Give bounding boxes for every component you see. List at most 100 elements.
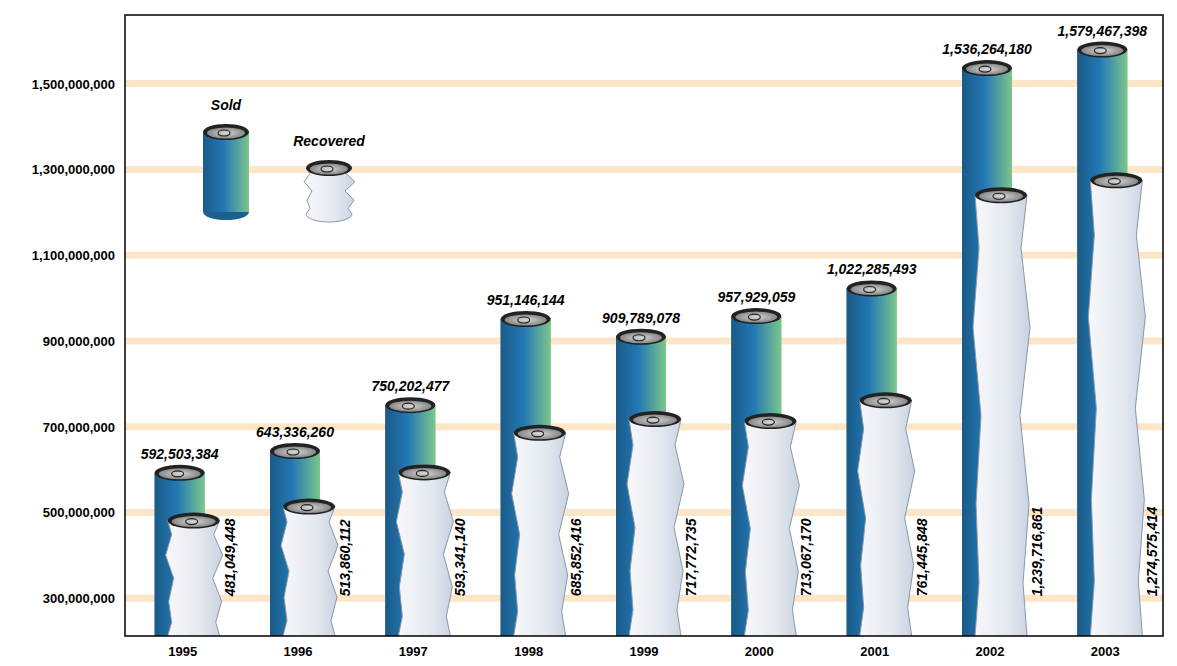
can-body: [304, 168, 355, 222]
x-tick-label: 1997: [399, 644, 428, 659]
can-rim: [501, 311, 551, 327]
bar-recovered: [858, 392, 915, 636]
can-rim: [744, 413, 796, 429]
bar-recovered: [742, 413, 799, 636]
data-label: 713,067,170: [798, 518, 814, 596]
can-rim: [860, 392, 912, 408]
legend-label: Sold: [211, 97, 242, 113]
y-tick-label: 1,300,000,000: [32, 162, 115, 177]
can-body: [203, 132, 249, 212]
can-body: [203, 132, 249, 212]
can-rim: [962, 60, 1012, 76]
data-label: 513,860,112: [337, 519, 353, 596]
y-tick-label: 300,000,000: [43, 591, 115, 606]
can-rim: [168, 513, 220, 529]
can-rim: [306, 160, 352, 176]
legend-swatch: [203, 124, 249, 220]
chart: 300,000,000 500,000,000 700,000,000 900,000…: [0, 0, 1177, 666]
can-lid: [287, 502, 331, 513]
can-body: [281, 507, 338, 636]
can-body: [166, 521, 223, 636]
can-lid: [389, 401, 431, 412]
plot-frame: [125, 15, 1163, 636]
can-lid: [748, 417, 792, 428]
can-tab: [748, 314, 760, 320]
can-tab: [186, 519, 198, 525]
can-tab: [1108, 178, 1120, 184]
x-tick-label: 1996: [284, 644, 313, 659]
can-lid: [402, 468, 446, 479]
data-label: 761,445,848: [914, 518, 930, 596]
can-lid: [505, 315, 547, 326]
can-lid: [633, 415, 677, 426]
y-tick-label: 1,500,000,000: [32, 77, 115, 92]
x-tick-label: 2002: [976, 644, 1005, 659]
can-tab: [321, 166, 333, 172]
x-tick-label: 2001: [860, 644, 889, 659]
can-rim: [731, 308, 781, 324]
can-tab: [518, 317, 530, 323]
y-tick-label: 700,000,000: [43, 420, 115, 435]
can-lid: [207, 128, 245, 139]
data-label: 1,579,467,398: [1058, 23, 1148, 39]
can-lid: [1094, 176, 1138, 187]
can-tab: [301, 505, 313, 511]
legend-label: Recovered: [293, 133, 365, 149]
can-body: [742, 421, 799, 636]
data-label: 481,049,448: [222, 518, 238, 597]
data-label: 957,929,059: [717, 289, 795, 305]
can-body: [858, 400, 915, 636]
bar-recovered: [166, 513, 223, 636]
can-rim: [203, 124, 249, 140]
can-lid: [518, 428, 562, 439]
can-lid: [851, 284, 893, 295]
can-lid: [864, 396, 908, 407]
can-lid: [172, 516, 216, 527]
can-lid: [159, 468, 201, 479]
can-lid: [310, 164, 348, 175]
can-tab: [218, 130, 230, 136]
can-tab: [172, 471, 184, 477]
can-body: [396, 472, 453, 636]
legend-swatch: [304, 160, 355, 222]
can-tab: [647, 417, 659, 423]
can-lid: [735, 312, 777, 323]
bar-recovered: [627, 411, 684, 636]
can-tab: [416, 470, 428, 476]
can-tab: [402, 403, 414, 409]
can-tab: [762, 419, 774, 425]
can-tab: [878, 398, 890, 404]
can-tab: [993, 193, 1005, 199]
y-tick-label: 500,000,000: [43, 505, 115, 520]
y-tick-label: 900,000,000: [43, 334, 115, 349]
data-label: 1,022,285,493: [827, 261, 917, 277]
data-label: 643,336,260: [256, 424, 334, 440]
can-lid: [966, 64, 1008, 75]
can-rim: [1077, 42, 1127, 58]
can-body: [627, 419, 684, 636]
data-label: 909,789,078: [602, 310, 680, 326]
bar-recovered: [396, 464, 453, 636]
data-label: 685,852,416: [568, 518, 584, 596]
can-rim: [385, 397, 435, 413]
can-rim: [155, 465, 205, 481]
can-tab: [864, 286, 876, 292]
can-rim: [616, 329, 666, 345]
bar-recovered: [281, 499, 338, 636]
can-lid: [274, 447, 316, 458]
can-tab: [979, 66, 991, 72]
data-label: 1,536,264,180: [942, 41, 1032, 57]
can-lid: [620, 332, 662, 343]
x-tick-label: 1995: [168, 644, 197, 659]
can-rim: [283, 499, 335, 515]
legend: Sold Recovered: [203, 97, 365, 222]
can-rim: [398, 464, 450, 480]
bar-recovered: [1088, 172, 1145, 636]
can-lid: [1081, 45, 1123, 56]
data-label: 593,341,140: [452, 518, 468, 596]
can-rim: [975, 187, 1027, 203]
x-tick-label: 1999: [630, 644, 659, 659]
can-rim: [847, 280, 897, 296]
can-rim: [514, 425, 566, 441]
bar-recovered: [512, 425, 569, 636]
